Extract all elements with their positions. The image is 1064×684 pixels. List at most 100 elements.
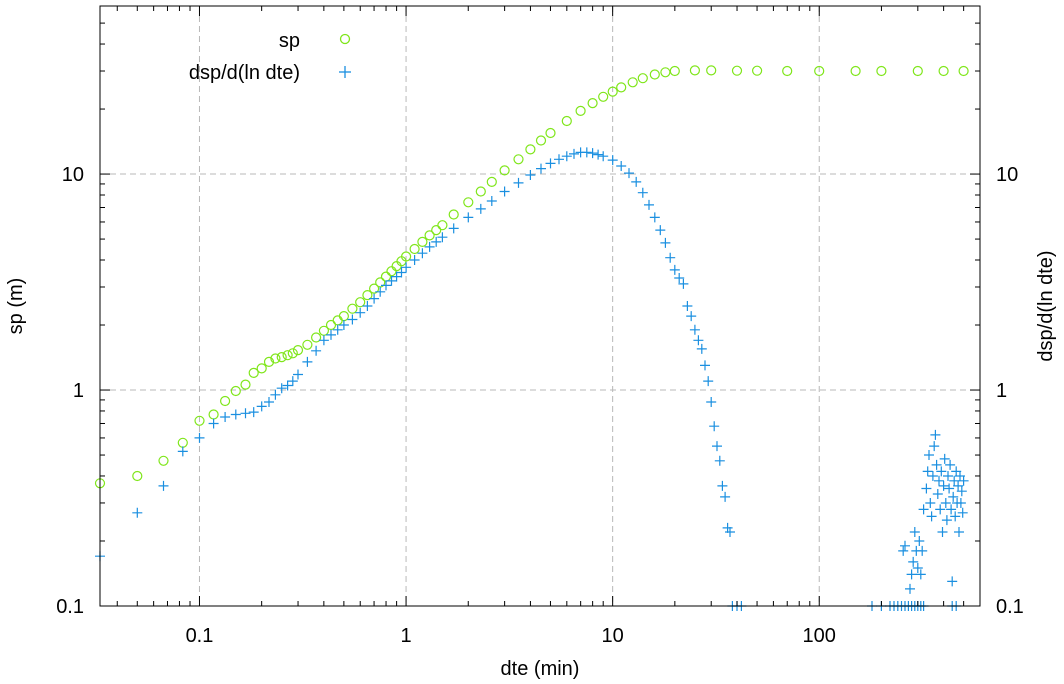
dsp-point (525, 170, 536, 180)
sp-point (362, 290, 373, 301)
dsp-point (950, 511, 961, 522)
sp-point (302, 339, 313, 350)
dsp-point (569, 148, 579, 159)
dsp-point (282, 380, 293, 391)
sp-point (132, 470, 143, 482)
sp-point (912, 65, 923, 77)
x-tick-label: 10 (602, 625, 624, 647)
dsp-point (132, 507, 143, 518)
sp-point (276, 352, 287, 363)
dsp-point (720, 491, 731, 502)
sp-point (347, 303, 358, 314)
dsp-point (293, 369, 303, 380)
dsp-point (593, 149, 604, 160)
dsp-point (386, 275, 397, 286)
dsp-point (943, 471, 953, 481)
sp-point (649, 69, 660, 80)
dsp-point (587, 148, 598, 159)
dsp-point (921, 483, 932, 494)
dsp-point (934, 475, 944, 486)
dsp-point (689, 324, 700, 335)
dsp-point (194, 432, 205, 443)
dsp-point (332, 324, 343, 335)
dsp-point (693, 335, 704, 346)
dsp-point (545, 158, 556, 169)
dsp-point (696, 343, 707, 354)
dsp-point (940, 498, 951, 508)
sp-point (448, 209, 459, 220)
dsp-point (906, 569, 917, 580)
dsp-point (725, 527, 735, 537)
legend-marker-sp (339, 33, 351, 45)
sp-point (325, 319, 337, 331)
dsp-point (561, 151, 572, 162)
sp-point (513, 154, 524, 165)
dsp-point (922, 466, 933, 477)
dsp-point (937, 527, 948, 537)
dsp-point (674, 273, 685, 283)
dsp-point (448, 223, 459, 234)
dsp-point (624, 168, 634, 179)
grid-layer (100, 6, 980, 606)
dsp-point (946, 504, 957, 515)
dsp-point (722, 522, 733, 533)
sp-point (282, 350, 293, 361)
dsp-point (220, 412, 231, 422)
dsp-point (401, 262, 412, 273)
dsp-point (945, 459, 956, 470)
sp-point (332, 315, 343, 326)
sp-point (706, 65, 717, 76)
dsp-point (264, 397, 274, 407)
sp-point (208, 409, 219, 420)
dsp-point (230, 409, 241, 420)
dsp-point (944, 483, 955, 494)
dsp-point (914, 536, 925, 546)
dsp-point (499, 186, 510, 197)
dsp-point (958, 475, 969, 486)
dsp-point (463, 212, 474, 223)
dsp-point (536, 163, 546, 174)
y2-axis-label: dsp/d(ln dte) (1035, 250, 1057, 361)
dsp-point (900, 540, 910, 551)
sp-point (689, 65, 701, 76)
sp-point (240, 379, 251, 390)
sp-point (587, 97, 598, 109)
tick-layer (100, 6, 980, 607)
sp-point (637, 73, 648, 84)
dsp-point (391, 271, 402, 282)
dsp-point (665, 252, 676, 263)
sp-point (938, 65, 949, 77)
dsp-point (936, 466, 947, 477)
dsp-point (424, 241, 435, 252)
dsp-point (909, 527, 920, 537)
sp-point (616, 82, 627, 93)
sp-point (270, 353, 281, 364)
sp-point (782, 65, 793, 77)
sp-point (607, 86, 618, 97)
dsp-point (932, 489, 943, 499)
sp-point (535, 135, 547, 146)
sp-point (287, 348, 298, 359)
dsp-point (700, 360, 710, 371)
sp-point (958, 65, 969, 77)
dsp-point (649, 212, 660, 223)
dsp-point (369, 293, 380, 304)
dsp-point (935, 504, 946, 515)
y2-tick-label: 0.1 (996, 596, 1024, 618)
dsp-point (396, 267, 407, 278)
dsp-point (956, 486, 967, 497)
dsp-point (240, 408, 251, 419)
dsp-point (655, 225, 666, 236)
dsp-point (939, 453, 950, 464)
dsp-point (644, 199, 654, 210)
y-tick-label: 10 (62, 164, 84, 186)
sp-point (669, 65, 680, 77)
sp-point (311, 332, 322, 343)
dsp-point (158, 480, 169, 491)
sp-point (598, 91, 609, 102)
x-axis-label: dte (min) (501, 658, 580, 680)
dsp-point (256, 401, 267, 412)
dsp-point (905, 583, 915, 594)
x-tick-label: 1 (400, 625, 411, 647)
